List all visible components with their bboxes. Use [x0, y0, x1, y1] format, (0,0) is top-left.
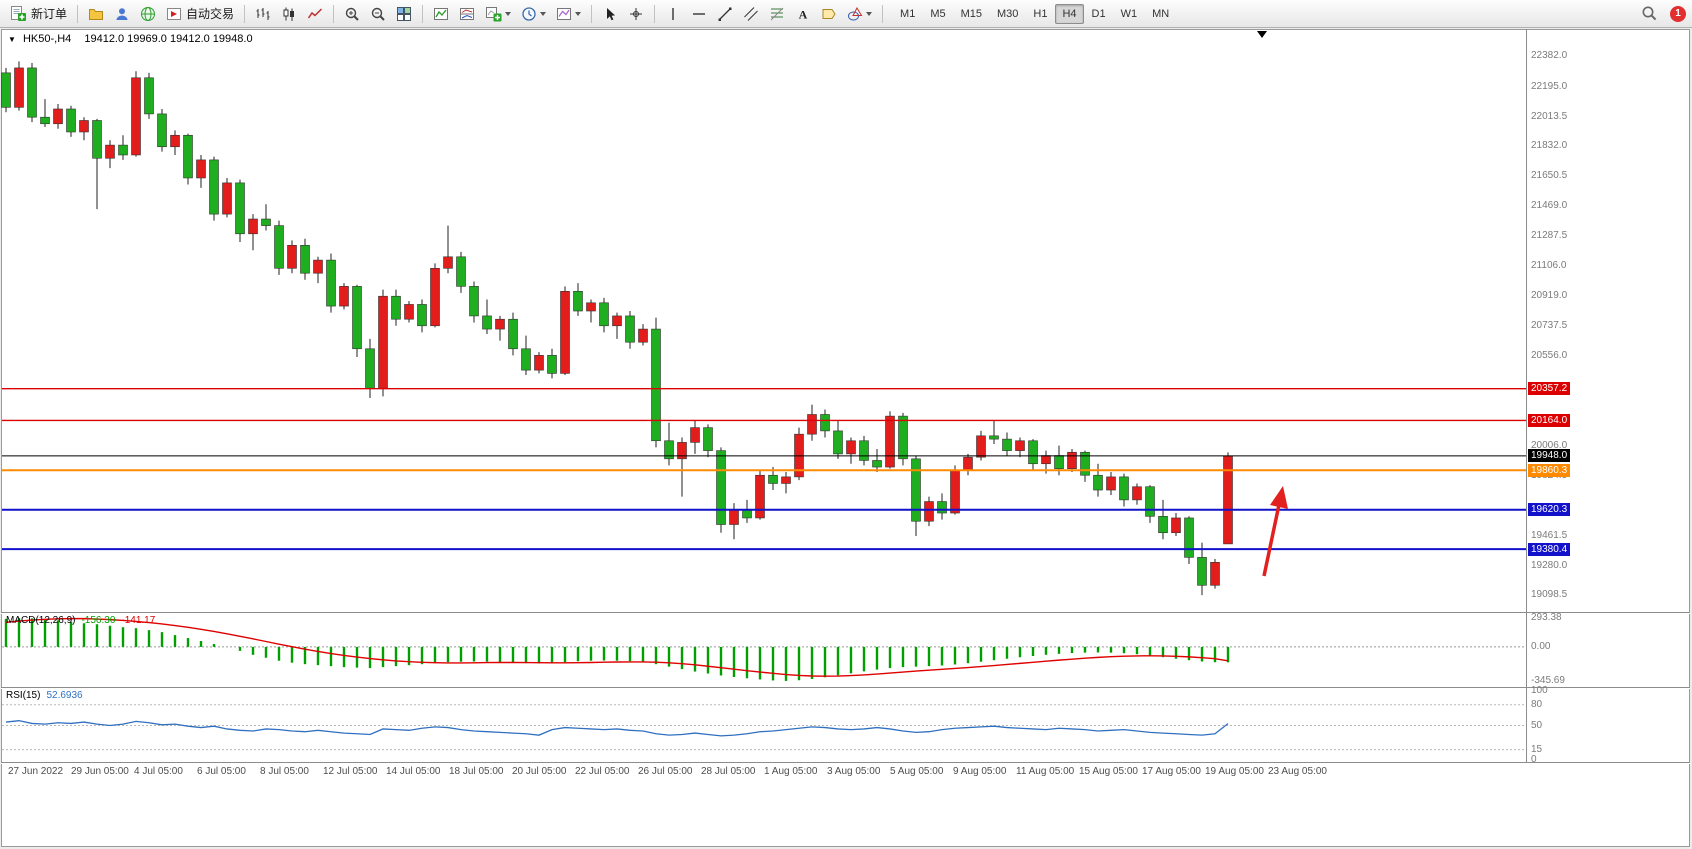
equidistant-channel-button[interactable]	[739, 3, 763, 25]
text-icon: A	[795, 6, 811, 22]
horizontal-line-icon	[691, 6, 707, 22]
chevron-down-icon	[505, 12, 512, 19]
cursor-button[interactable]	[598, 3, 622, 25]
new-order-icon	[10, 5, 27, 22]
notification-badge[interactable]: 1	[1670, 5, 1686, 22]
timeframe-button-w1[interactable]: W1	[1120, 7, 1138, 20]
rsi-line	[5, 720, 1229, 737]
search-icon	[1641, 5, 1658, 22]
zoom-in-icon	[344, 6, 360, 22]
toolbar-separator	[244, 4, 246, 23]
bar-chart-icon	[255, 6, 271, 22]
crosshair-button[interactable]	[624, 3, 648, 25]
timeframe-button-mn[interactable]: MN	[1152, 7, 1170, 20]
zoom-in-button[interactable]	[340, 3, 364, 25]
line-chart-button[interactable]	[303, 3, 327, 25]
horizontal-line-button[interactable]	[687, 3, 711, 25]
indicators-icon	[433, 6, 449, 22]
indicators-button[interactable]	[429, 3, 453, 25]
chart-shift-marker-icon[interactable]	[1257, 31, 1267, 38]
timeframe-button-d1[interactable]: D1	[1091, 7, 1106, 20]
bar-chart-button[interactable]	[251, 3, 275, 25]
toolbar-separator	[591, 4, 593, 23]
svg-text:A: A	[799, 7, 808, 21]
periods-icon	[521, 6, 537, 22]
shapes-icon	[847, 6, 863, 22]
vertical-line-icon	[665, 6, 681, 22]
line-chart-icon	[307, 6, 323, 22]
candlestick-series[interactable]	[1, 61, 1233, 596]
chevron-down-icon	[866, 12, 873, 19]
profiles-button[interactable]	[110, 3, 134, 25]
trendline-icon	[717, 6, 733, 22]
chart-window[interactable]	[1, 29, 1690, 847]
search-button[interactable]	[1637, 3, 1662, 25]
autotrading-icon	[166, 6, 182, 22]
crosshair-icon	[628, 6, 644, 22]
chevron-down-icon	[575, 12, 582, 19]
zoom-out-icon	[370, 6, 386, 22]
shapes-button[interactable]	[843, 3, 876, 25]
profiles-icon	[114, 6, 130, 22]
add-chart-icon	[485, 5, 502, 22]
equidistant-channel-icon	[743, 6, 759, 22]
timeframe-button-m30[interactable]: M30	[997, 7, 1019, 20]
chevron-down-icon	[540, 12, 547, 19]
indicator-windows-icon	[459, 6, 475, 22]
market-watch-button[interactable]	[84, 3, 108, 25]
tile-windows-button[interactable]	[392, 3, 416, 25]
toolbar-separator	[654, 4, 656, 23]
trendline-button[interactable]	[713, 3, 737, 25]
macd-histogram	[4, 618, 1230, 681]
vertical-line-button[interactable]	[661, 3, 685, 25]
fibonacci-button[interactable]	[765, 3, 789, 25]
autotrading-label: 自动交易	[186, 7, 235, 21]
main-toolbar: 新订单	[0, 0, 1692, 28]
timeframe-button-m15[interactable]: M15	[960, 7, 982, 20]
market-watch-icon	[88, 6, 104, 22]
templates-icon	[556, 6, 572, 22]
new-order-button[interactable]: 新订单	[6, 3, 71, 25]
add-chart-button[interactable]	[481, 3, 515, 25]
horizontal-price-lines[interactable]	[2, 387, 1526, 551]
data-window-button[interactable]	[136, 3, 160, 25]
indicator-windows-button[interactable]	[455, 3, 479, 25]
fibonacci-icon	[769, 6, 785, 22]
annotation-arrow[interactable]	[1262, 486, 1288, 577]
new-order-label: 新订单	[31, 7, 68, 21]
text-label-button[interactable]	[817, 3, 841, 25]
timeframe-button-h4[interactable]: H4	[1055, 3, 1084, 24]
timeframe-button-h1[interactable]: H1	[1033, 7, 1048, 20]
candlestick-chart-button[interactable]	[277, 3, 301, 25]
text-label-icon	[821, 6, 837, 22]
tile-windows-icon	[396, 6, 412, 22]
candlestick-chart-icon	[281, 6, 297, 22]
timeframe-toolbar: M1 M5 M15 M30 H1 H4 D1 W1 MN	[893, 3, 1176, 24]
text-button[interactable]: A	[791, 3, 815, 25]
zoom-out-button[interactable]	[366, 3, 390, 25]
toolbar-separator	[422, 4, 424, 23]
data-window-icon	[140, 6, 156, 22]
timeframe-button-m5[interactable]: M5	[930, 7, 946, 20]
timeframe-button-m1[interactable]: M1	[900, 7, 916, 20]
cursor-icon	[602, 6, 618, 22]
macd-signal-line	[5, 617, 1229, 677]
toolbar-separator	[333, 4, 335, 23]
autotrading-button[interactable]: 自动交易	[162, 3, 238, 25]
toolbar-separator	[882, 4, 884, 23]
panel-separators[interactable]	[1, 29, 1690, 764]
periods-button[interactable]	[517, 3, 550, 25]
toolbar-separator	[77, 4, 79, 23]
templates-button[interactable]	[552, 3, 585, 25]
